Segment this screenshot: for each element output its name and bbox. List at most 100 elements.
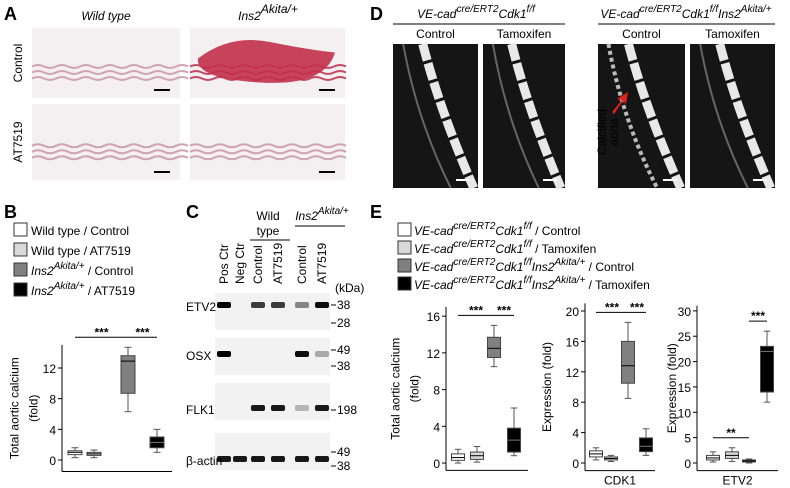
text-part: Wild type: [31, 244, 81, 258]
text-part: Cdk1: [495, 260, 523, 274]
text-part: / AT7519: [80, 244, 131, 258]
legend-swatch: [13, 222, 28, 237]
mw-label: 28: [337, 316, 351, 330]
band: [295, 405, 309, 411]
band: [271, 456, 285, 462]
y-tick-label: 4: [572, 427, 579, 441]
text-part: Wild type: [81, 9, 131, 23]
y-tick-label: 8: [49, 393, 56, 407]
box: [487, 336, 501, 358]
y-tick-label: 12: [427, 347, 441, 361]
text-part: Akita/+: [740, 4, 772, 15]
text-part: / Control: [80, 224, 129, 238]
text-part: cre/ERT2: [453, 221, 495, 232]
text-part: / Tamoxifen: [585, 278, 649, 292]
band: [271, 302, 285, 308]
text-part: VE-cad: [600, 7, 640, 21]
box: [621, 340, 635, 384]
y-tick-label: 20: [566, 305, 580, 319]
tissue-layer: [31, 143, 189, 149]
tissue-layer: [189, 143, 347, 149]
y-tick-label: 0: [433, 457, 440, 471]
unit-label: (kDa): [335, 281, 364, 295]
text-part: Ins2: [295, 209, 318, 223]
lane-label: Pos Ctr: [217, 244, 231, 284]
y-tick-label: 25: [678, 330, 692, 344]
histology-image: [32, 104, 180, 180]
y-tick-label: 16: [427, 310, 441, 324]
column-title: Tamoxifen: [705, 27, 760, 41]
y-tick-label: 10: [678, 406, 692, 420]
y-tick-label: 0: [49, 454, 56, 468]
text-part: Cdk1: [495, 242, 523, 256]
lane-label: AT7519: [315, 243, 329, 284]
group-label: Wild: [256, 209, 279, 223]
text-part: Cdk1: [495, 278, 523, 292]
text-part: Akita/+: [53, 281, 85, 292]
legend-label: Wild type / Control: [31, 224, 129, 238]
band: [251, 302, 265, 308]
blot-name: β-actin: [186, 454, 222, 468]
panel-label: D: [370, 4, 383, 24]
y-tick-label: 5: [684, 432, 691, 446]
legend-swatch: [397, 276, 412, 291]
band: [271, 405, 285, 411]
group-title: VE-cadcre/ERT2Cdk1f/f: [417, 4, 536, 21]
blot-image: [215, 293, 330, 330]
band: [251, 405, 265, 411]
vertebra-edge: [402, 43, 452, 189]
group-title: VE-cadcre/ERT2Cdk1f/fIns2Akita/+: [600, 4, 771, 21]
text-part: f/f: [523, 257, 533, 268]
significance-label: ***: [497, 303, 511, 317]
annotation: aorta: [607, 118, 621, 146]
text-part: Cdk1: [495, 224, 523, 238]
text-part: Ins2: [532, 278, 555, 292]
group-label: Ins2Akita/+: [295, 206, 349, 223]
band: [315, 456, 329, 462]
lane-label: Control: [295, 245, 309, 284]
y-axis-label: Total aortic calcium: [389, 338, 403, 440]
text-part: VE-cad: [414, 278, 454, 292]
tissue-layer: [189, 149, 347, 155]
x-axis-label: CDK1: [604, 474, 636, 488]
panel-label: C: [186, 202, 199, 222]
legend-swatch: [13, 242, 28, 257]
text-part: Ins2: [718, 7, 741, 21]
y-axis-label: (fold): [408, 375, 422, 402]
band: [315, 302, 329, 308]
tissue-layer: [31, 76, 189, 81]
legend-swatch: [397, 258, 412, 273]
tissue-layer: [31, 155, 189, 161]
mw-label: 38: [337, 298, 351, 312]
text-part: cre/ERT2: [453, 239, 495, 250]
tissue-layer: [31, 64, 189, 69]
mw-label: 49: [337, 445, 351, 459]
arrow: [612, 92, 628, 114]
significance-label: **: [726, 426, 736, 440]
y-axis-label: (fold): [27, 395, 41, 422]
box: [120, 355, 136, 394]
band: [233, 456, 247, 462]
vertebra: [418, 42, 478, 190]
text-part: Wild type: [31, 224, 81, 238]
text-part: / Tamoxifen: [532, 242, 596, 256]
text-part: / Control: [585, 260, 634, 274]
legend-label: Wild type / AT7519: [31, 244, 131, 258]
text-part: Ins2: [31, 264, 54, 278]
y-axis-label: Expression (fold): [665, 343, 679, 433]
histology-image: [32, 28, 180, 98]
mw-label: 198: [337, 403, 357, 417]
y-tick-label: 0: [572, 457, 579, 471]
text-part: Akita/+: [553, 257, 585, 268]
legend-label: VE-cadcre/ERT2Cdk1f/f / Tamoxifen: [414, 239, 596, 256]
lane-label: AT7519: [271, 243, 285, 284]
blot-name: ETV2: [186, 300, 216, 314]
text-part: Ins2: [31, 284, 54, 298]
tissue-layer: [31, 70, 189, 75]
panel-label: A: [4, 4, 17, 24]
text-part: VE-cad: [414, 242, 454, 256]
y-axis-label: Total aortic calcium: [8, 357, 22, 459]
column-title: Wild type: [81, 9, 131, 23]
significance-label: ***: [605, 300, 619, 314]
significance-label: ***: [94, 325, 108, 339]
